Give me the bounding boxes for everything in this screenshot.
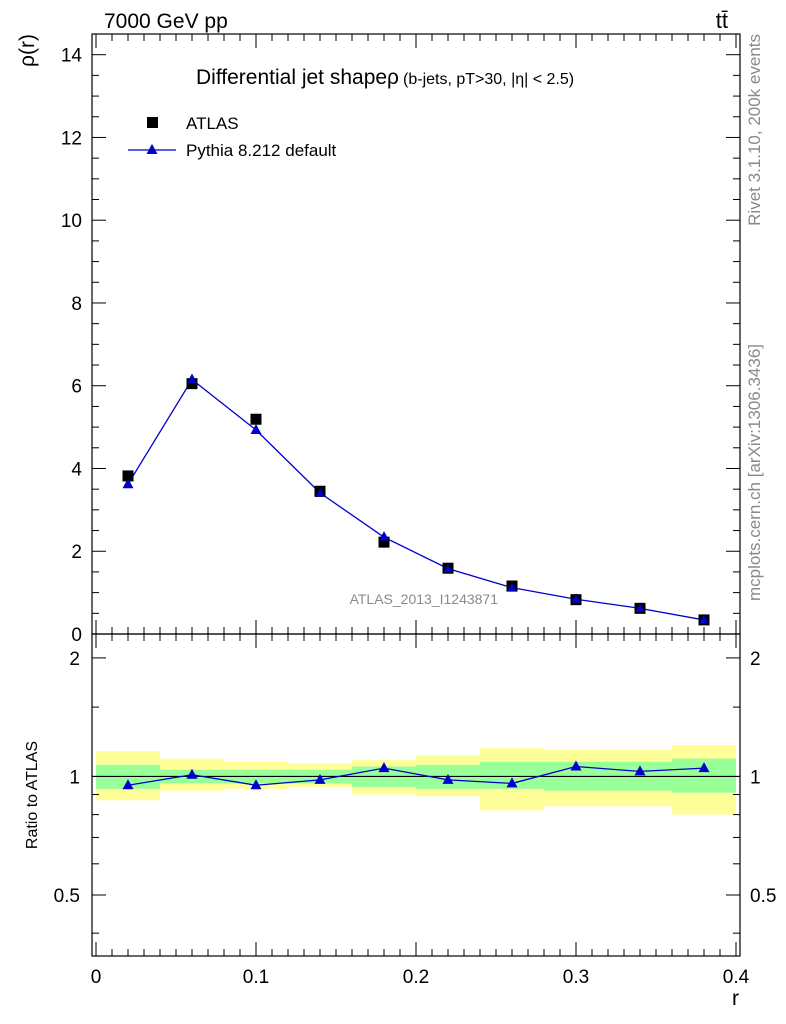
pythia-point-overlay	[315, 487, 325, 497]
ratio-point	[506, 777, 518, 788]
main-y-axis-label: ρ(r)	[16, 34, 39, 67]
analysis-id-label: ATLAS_2013_I1243871	[350, 591, 499, 607]
main-panel: 0 2 4 6 8 10 12 14 ρ(r) Differential jet shapeρ…	[16, 33, 741, 646]
ratio-panel: 0.5 0.5 1 1 2 2 0 0.1 0.2 0.3 0.4 Ratio to ATLAS r	[24, 633, 776, 1010]
legend-atlas-marker	[147, 117, 158, 128]
ratio-y-axis-label: Ratio to ATLAS	[24, 741, 41, 849]
legend-atlas-label: ATLAS	[186, 114, 239, 133]
main-y-tick-label: 8	[71, 294, 82, 315]
pythia-point-overlay	[187, 374, 197, 384]
atlas-point	[378, 536, 390, 548]
pythia-point-overlay	[443, 563, 453, 573]
rivet-version-label: Rivet 3.1.10, 200k events	[745, 34, 764, 226]
ratio-point	[378, 762, 390, 773]
atlas-point	[122, 470, 134, 482]
x-axis-label: r	[732, 987, 739, 1010]
ratio-y-tick-label: 1	[69, 767, 80, 788]
pythia-series-line	[127, 378, 705, 621]
main-y-tick-label: 4	[71, 459, 82, 480]
x-tick-label: 0.3	[563, 967, 589, 988]
ratio-y-tick-label: 0.5	[54, 886, 80, 907]
ratio-point	[186, 768, 198, 779]
ratio-y-tick-label-right: 2	[750, 649, 761, 670]
atlas-point	[186, 378, 198, 390]
ratio-point	[122, 779, 134, 790]
x-tick-label: 0.1	[243, 967, 269, 988]
x-tick-label: 0.4	[723, 967, 750, 988]
main-y-tick-label: 6	[71, 377, 82, 398]
pythia-point-overlay	[699, 614, 709, 624]
legend-pythia-label: Pythia 8.212 default	[186, 141, 337, 160]
pythia-point-overlay	[571, 594, 581, 603]
legend: ATLAS Pythia 8.212 default	[128, 114, 337, 160]
ratio-point	[634, 765, 646, 776]
ratio-point	[442, 773, 454, 784]
process-label: tt̄	[716, 8, 728, 33]
x-tick-label: 0.2	[403, 967, 429, 988]
main-y-tick-label: 14	[61, 46, 83, 67]
mcplots-source-label: mcplots.cern.ch [arXiv:1306.3436]	[745, 344, 764, 601]
ratio-point	[698, 762, 710, 773]
pythia-point-overlay	[379, 532, 389, 541]
ratio-point	[250, 779, 262, 790]
main-y-tick-label: 12	[61, 128, 82, 149]
main-y-tick-label: 10	[61, 211, 82, 232]
atlas-point	[250, 413, 262, 425]
ratio-point	[314, 773, 326, 784]
pythia-point-overlay	[251, 425, 261, 434]
chart-title: Differential jet shapeρ (b-jets, pT>30, |…	[196, 66, 574, 89]
pythia-point-overlay	[123, 479, 133, 488]
main-y-tick-label: 2	[71, 542, 82, 563]
main-y-tick-label: 0	[71, 625, 82, 646]
x-tick-label: 0	[91, 967, 102, 988]
ratio-y-tick-label-right: 0.5	[750, 886, 776, 907]
energy-label: 7000 GeV pp	[104, 10, 228, 33]
ratio-series-line	[127, 765, 705, 786]
ratio-y-tick-label-right: 1	[750, 767, 761, 788]
ratio-point	[570, 760, 582, 771]
ratio-y-tick-label: 2	[69, 649, 80, 670]
pythia-point-overlay	[635, 603, 645, 612]
pythia-point-overlay	[507, 582, 517, 592]
legend-pythia-marker	[146, 144, 158, 154]
